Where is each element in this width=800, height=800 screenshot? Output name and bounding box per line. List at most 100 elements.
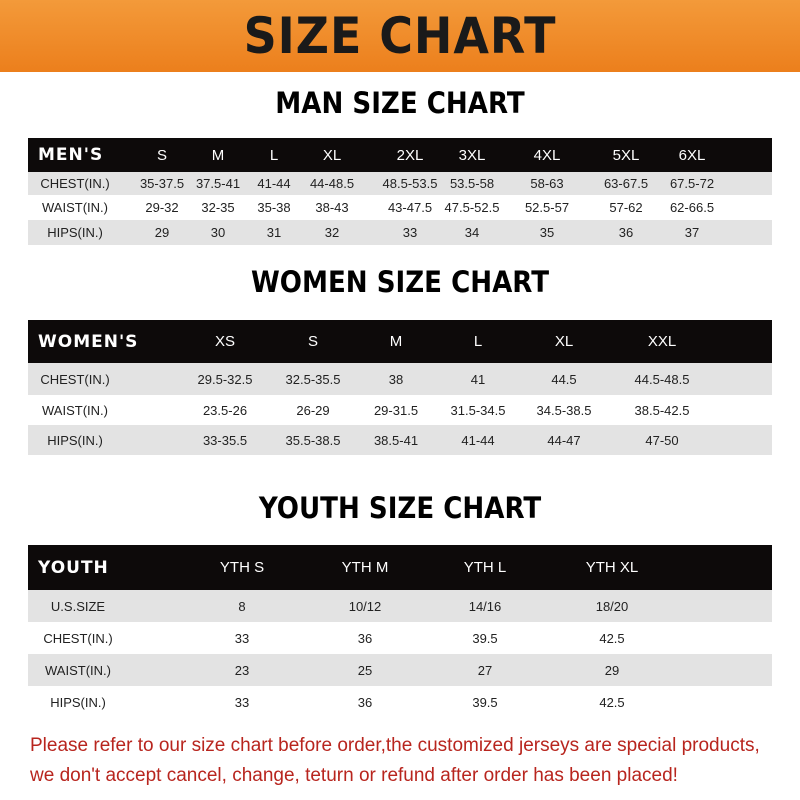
- table-row: WAIST(IN.) 29-32 32-35 35-38 38-43 43-47.5 47.…: [28, 195, 772, 220]
- table-cell: 33-35.5: [202, 432, 248, 448]
- table-cell: 39.5: [472, 630, 498, 646]
- size-header: 3XL: [458, 146, 486, 164]
- table-label: MEN'S: [38, 145, 104, 165]
- table-cell: 47-50: [645, 432, 679, 448]
- table-cell: 23.5-26: [202, 402, 248, 418]
- table-cell: 58-63: [530, 176, 564, 191]
- notice-line-2: we don't accept cancel, change, teturn o…: [30, 765, 678, 786]
- table-cell: 36: [618, 225, 634, 240]
- table-cell: 10/12: [348, 598, 382, 614]
- size-header: 2XL: [396, 146, 424, 164]
- banner: SIZE CHART: [0, 0, 800, 72]
- table-cell: 38.5-41: [373, 432, 419, 448]
- size-header: S: [156, 146, 168, 164]
- table-cell: 27: [477, 662, 493, 678]
- youth-chart-title: YOUTH SIZE CHART: [258, 491, 542, 525]
- table-cell: 33: [402, 225, 418, 240]
- table-row: U.S.SIZE 8 10/12 14/16 18/20: [28, 590, 772, 622]
- table-cell: 14/16: [468, 598, 502, 614]
- table-cell: 34: [464, 225, 480, 240]
- row-label: CHEST(IN.): [40, 176, 110, 191]
- size-header: 4XL: [533, 146, 561, 164]
- table-cell: 32-35: [201, 200, 235, 215]
- table-header-row: WOMEN'S XS S M L XL XXL: [28, 320, 772, 363]
- table-cell: 35.5-38.5: [285, 432, 341, 448]
- table-cell: 29.5-32.5: [197, 371, 253, 387]
- row-label: HIPS(IN.): [50, 694, 106, 710]
- table-cell: 44-47: [547, 432, 581, 448]
- table-cell: 31.5-34.5: [450, 402, 506, 418]
- table-cell: 34.5-38.5: [536, 402, 592, 418]
- table-cell: 33: [234, 630, 250, 646]
- table-cell: 32: [324, 225, 340, 240]
- table-cell: 25: [357, 662, 373, 678]
- size-header: YTH L: [463, 559, 507, 576]
- table-cell: 26-29: [296, 402, 330, 418]
- table-cell: 33: [234, 694, 250, 710]
- row-label: WAIST(IN.): [45, 662, 111, 678]
- table-header-row: MEN'S S M L XL 2XL 3XL 4XL 5XL 6XL: [28, 138, 772, 172]
- table-cell: 41-44: [257, 176, 291, 191]
- size-header: L: [473, 333, 483, 350]
- table-cell: 32.5-35.5: [285, 371, 341, 387]
- table-cell: 18/20: [595, 598, 629, 614]
- table-cell: 48.5-53.5: [382, 176, 438, 191]
- table-row: HIPS(IN.) 29 30 31 32 33 34 35 36 37: [28, 220, 772, 245]
- size-header: M: [389, 333, 403, 350]
- table-cell: 42.5: [599, 694, 625, 710]
- table-cell: 53.5-58: [449, 176, 495, 191]
- size-header: XXL: [647, 333, 677, 350]
- table-row: CHEST(IN.) 29.5-32.5 32.5-35.5 38 41 44.5 44.5…: [28, 363, 772, 395]
- banner-title: SIZE CHART: [243, 7, 557, 65]
- women-size-table: WOMEN'S XS S M L XL XXL CHEST(IN.) 29.5-32.5 32.5…: [28, 320, 772, 455]
- size-header: L: [269, 146, 279, 164]
- table-header-row: YOUTH YTH S YTH M YTH L YTH XL: [28, 545, 772, 590]
- table-cell: 29: [604, 662, 620, 678]
- table-cell: 29-31.5: [373, 402, 419, 418]
- women-chart-title: WOMEN SIZE CHART: [251, 265, 549, 299]
- table-cell: 37.5-41: [195, 176, 241, 191]
- table-cell: 47.5-52.5: [444, 200, 500, 215]
- table-cell: 29: [154, 225, 170, 240]
- table-row: WAIST(IN.) 23.5-26 26-29 29-31.5 31.5-34.5 34…: [28, 395, 772, 425]
- size-header: XL: [322, 146, 342, 164]
- table-cell: 41-44: [461, 432, 495, 448]
- table-cell: 62-66.5: [669, 200, 715, 215]
- table-cell: 31: [266, 225, 282, 240]
- table-cell: 41: [470, 371, 486, 387]
- men-chart-title: MAN SIZE CHART: [275, 86, 525, 120]
- row-label: HIPS(IN.): [47, 432, 103, 448]
- table-cell: 52.5-57: [524, 200, 570, 215]
- table-cell: 37: [684, 225, 700, 240]
- table-cell: 23: [234, 662, 250, 678]
- table-cell: 35-37.5: [139, 176, 185, 191]
- row-label: WAIST(IN.): [42, 402, 108, 418]
- table-cell: 38-43: [315, 200, 349, 215]
- table-cell: 42.5: [599, 630, 625, 646]
- table-row: HIPS(IN.) 33 36 39.5 42.5: [28, 686, 772, 718]
- size-header: S: [307, 333, 319, 350]
- table-cell: 38: [388, 371, 404, 387]
- youth-size-table: YOUTH YTH S YTH M YTH L YTH XL U.S.SIZE 8 10/12…: [28, 545, 772, 718]
- size-header: XL: [554, 333, 574, 350]
- table-cell: 29-32: [145, 200, 179, 215]
- table-cell: 38.5-42.5: [634, 402, 690, 418]
- table-cell: 30: [210, 225, 226, 240]
- row-label: WAIST(IN.): [42, 200, 108, 215]
- size-header: YTH M: [341, 559, 389, 576]
- table-cell: 8: [238, 598, 246, 614]
- table-label: WOMEN'S: [38, 331, 139, 352]
- notice-line-1: Please refer to our size chart before or…: [30, 735, 760, 756]
- row-label: HIPS(IN.): [47, 225, 103, 240]
- size-header: M: [211, 146, 225, 164]
- table-cell: 63-67.5: [603, 176, 649, 191]
- table-cell: 67.5-72: [669, 176, 715, 191]
- size-header: YTH XL: [585, 559, 639, 576]
- table-row: CHEST(IN.) 35-37.5 37.5-41 41-44 44-48.5 48.5…: [28, 172, 772, 195]
- size-header: XS: [214, 333, 236, 350]
- table-cell: 43-47.5: [387, 200, 433, 215]
- row-label: CHEST(IN.): [43, 630, 113, 646]
- table-cell: 44.5-48.5: [634, 371, 690, 387]
- table-cell: 44.5: [551, 371, 577, 387]
- size-header: 6XL: [678, 146, 706, 164]
